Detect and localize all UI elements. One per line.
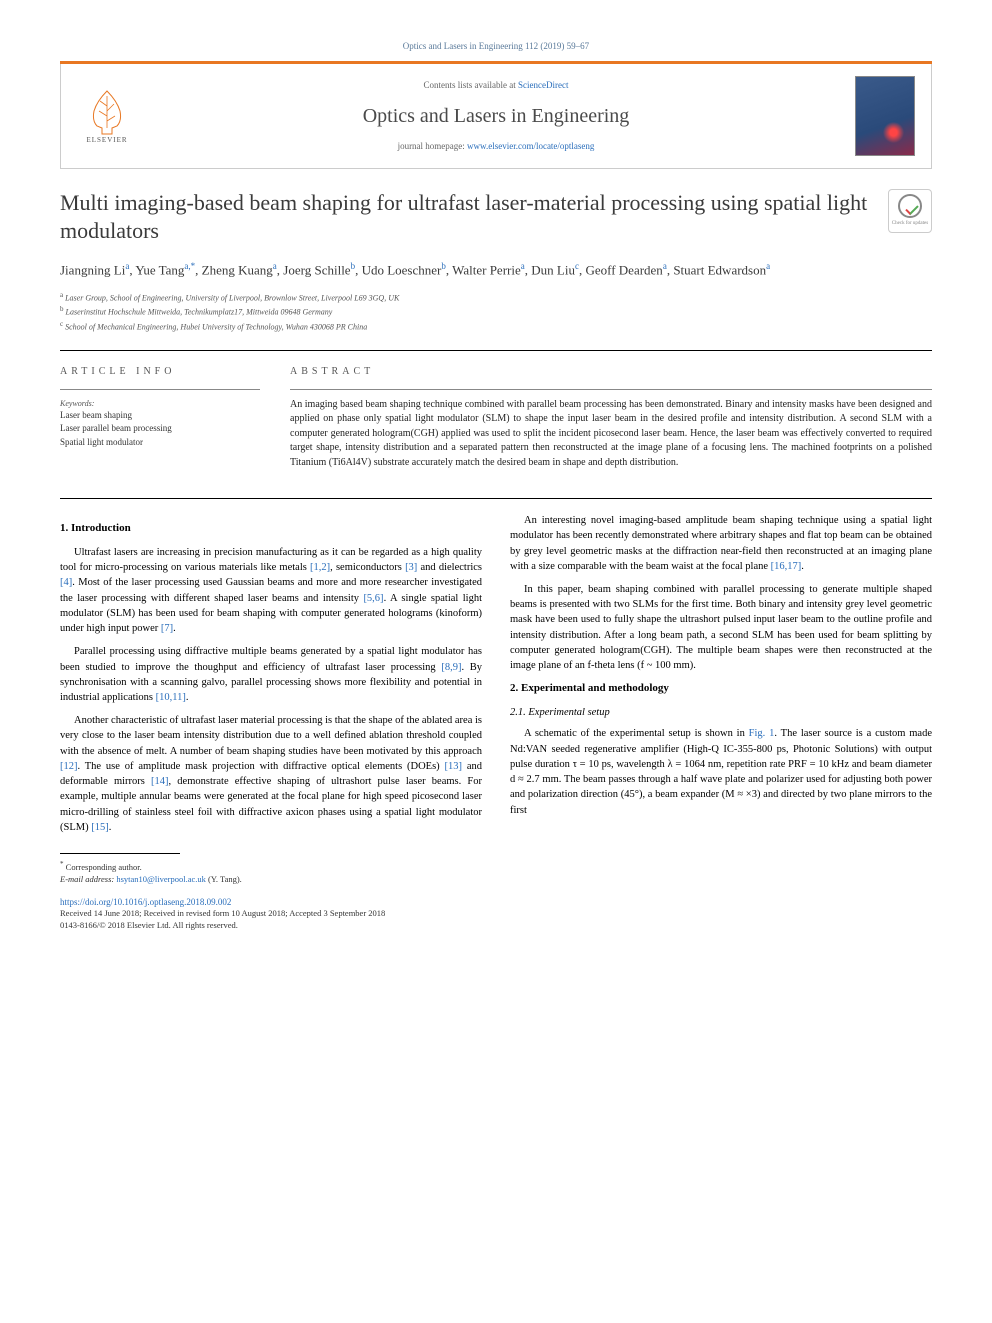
abstract-text: An imaging based beam shaping technique …	[290, 398, 932, 471]
journal-header: ELSEVIER Contents lists available at Sci…	[60, 64, 932, 169]
contents-prefix: Contents lists available at	[424, 80, 518, 90]
received-dates: Received 14 June 2018; Received in revis…	[60, 908, 932, 920]
crossmark-badge[interactable]: Check for updates	[888, 189, 932, 233]
journal-name: Optics and Lasers in Engineering	[137, 102, 855, 130]
elsevier-tree-icon	[82, 86, 132, 136]
article-title: Multi imaging-based beam shaping for ult…	[60, 189, 868, 246]
section-2-heading: 2. Experimental and methodology	[510, 681, 932, 697]
corresp-label: Corresponding author.	[66, 862, 142, 872]
paragraph: Ultrafast lasers are increasing in preci…	[60, 545, 482, 636]
elsevier-text: ELSEVIER	[86, 136, 127, 146]
corresp-marker: *	[60, 860, 64, 868]
affiliation-b: b Laserinstitut Hochschule Mittweida, Te…	[60, 304, 932, 319]
author-list: Jiangning Lia, Yue Tanga,*, Zheng Kuanga…	[60, 260, 932, 280]
affiliation-a: a Laser Group, School of Engineering, Un…	[60, 290, 932, 305]
paragraph: Another characteristic of ultrafast lase…	[60, 713, 482, 835]
article-info-heading: ARTICLE INFO	[60, 365, 260, 379]
article-info-column: ARTICLE INFO Keywords: Laser beam shapin…	[60, 365, 260, 471]
copyright-line: 0143-8166/© 2018 Elsevier Ltd. All right…	[60, 920, 932, 932]
affiliation-c: c School of Mechanical Engineering, Hube…	[60, 319, 932, 334]
info-rule	[60, 389, 260, 390]
section-2-1-heading: 2.1. Experimental setup	[510, 705, 932, 720]
running-header: Optics and Lasers in Engineering 112 (20…	[60, 40, 932, 53]
abstract-column: ABSTRACT An imaging based beam shaping t…	[290, 365, 932, 471]
doi-line: https://doi.org/10.1016/j.optlaseng.2018…	[60, 896, 932, 909]
corresponding-email[interactable]: hsytan10@liverpool.ac.uk	[116, 874, 206, 884]
article-body: 1. Introduction Ultrafast lasers are inc…	[60, 513, 932, 835]
keywords-list: Laser beam shapingLaser parallel beam pr…	[60, 409, 260, 450]
section-divider	[60, 498, 932, 499]
paragraph: A schematic of the experimental setup is…	[510, 726, 932, 817]
doi-link[interactable]: https://doi.org/10.1016/j.optlaseng.2018…	[60, 897, 231, 907]
affiliations: a Laser Group, School of Engineering, Un…	[60, 290, 932, 334]
homepage-link[interactable]: www.elsevier.com/locate/optlaseng	[467, 141, 594, 151]
section-1-heading: 1. Introduction	[60, 521, 482, 537]
abstract-heading: ABSTRACT	[290, 365, 932, 379]
footnotes: * Corresponding author. E-mail address: …	[60, 860, 932, 932]
footnote-rule	[60, 853, 180, 854]
homepage-prefix: journal homepage:	[398, 141, 467, 151]
paragraph: An interesting novel imaging-based ampli…	[510, 513, 932, 574]
contents-available: Contents lists available at ScienceDirec…	[137, 79, 855, 92]
sciencedirect-link[interactable]: ScienceDirect	[518, 80, 568, 90]
section-divider	[60, 350, 932, 351]
paragraph: In this paper, beam shaping combined wit…	[510, 582, 932, 673]
elsevier-logo: ELSEVIER	[77, 83, 137, 148]
email-label: E-mail address:	[60, 874, 114, 884]
abstract-rule	[290, 389, 932, 390]
paragraph: Parallel processing using diffractive mu…	[60, 644, 482, 705]
crossmark-label: Check for updates	[892, 220, 928, 227]
email-line: E-mail address: hsytan10@liverpool.ac.uk…	[60, 874, 932, 886]
crossmark-icon	[898, 194, 922, 218]
journal-homepage: journal homepage: www.elsevier.com/locat…	[137, 140, 855, 153]
keywords-label: Keywords:	[60, 398, 260, 409]
journal-cover-thumbnail	[855, 76, 915, 156]
email-author-name: (Y. Tang).	[208, 874, 242, 884]
corresponding-author: * Corresponding author.	[60, 860, 932, 874]
